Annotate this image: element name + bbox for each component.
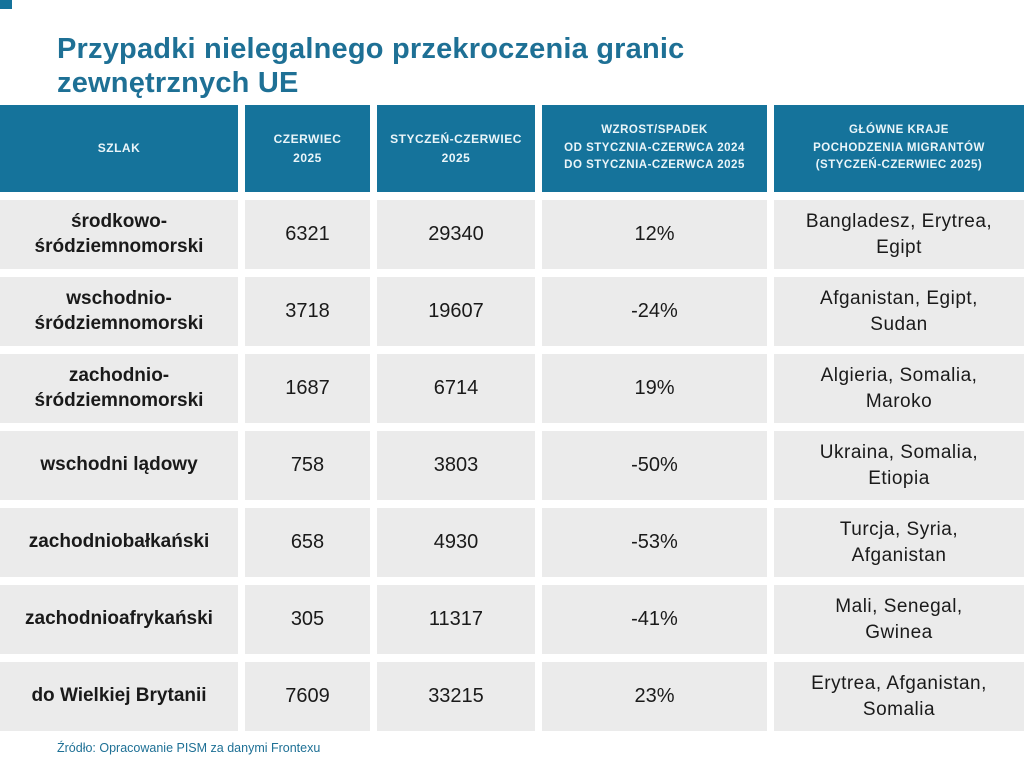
table-row-change-value: -41% bbox=[542, 585, 767, 654]
column-header-change: WZROST/SPADEK OD STYCZNIA-CZERWCA 2024 D… bbox=[542, 105, 767, 192]
table-row-countries: Turcja, Syria, Afganistan bbox=[774, 508, 1024, 577]
border-crossings-table: SZLAK CZERWIEC 2025 STYCZEŃ-CZERWIEC 202… bbox=[0, 105, 1024, 731]
column-header-jan-june-2025: STYCZEŃ-CZERWIEC 2025 bbox=[377, 105, 535, 192]
table-row-june-value: 6321 bbox=[245, 200, 370, 269]
column-header-route: SZLAK bbox=[0, 105, 238, 192]
table-row-change-value: -24% bbox=[542, 277, 767, 346]
table-row-jan-june-value: 29340 bbox=[377, 200, 535, 269]
table-row-june-value: 3718 bbox=[245, 277, 370, 346]
table-row-jan-june-value: 3803 bbox=[377, 431, 535, 500]
table-row-june-value: 305 bbox=[245, 585, 370, 654]
table-row-june-value: 758 bbox=[245, 431, 370, 500]
table-row-countries: Mali, Senegal, Gwinea bbox=[774, 585, 1024, 654]
table-row-jan-june-value: 33215 bbox=[377, 662, 535, 731]
table-row-jan-june-value: 11317 bbox=[377, 585, 535, 654]
column-header-june-2025: CZERWIEC 2025 bbox=[245, 105, 370, 192]
table-row-countries: Afganistan, Egipt, Sudan bbox=[774, 277, 1024, 346]
corner-accent-mark bbox=[0, 0, 12, 9]
table-row-change-value: -50% bbox=[542, 431, 767, 500]
table-row-route-name: zachodniobałkański bbox=[0, 508, 238, 577]
table-row-countries: Erytrea, Afganistan, Somalia bbox=[774, 662, 1024, 731]
table-row-route-name: wschodnio- śródziemnomorski bbox=[0, 277, 238, 346]
table-row-change-value: 12% bbox=[542, 200, 767, 269]
table-row-jan-june-value: 6714 bbox=[377, 354, 535, 423]
table-row-june-value: 1687 bbox=[245, 354, 370, 423]
table-row-change-value: 23% bbox=[542, 662, 767, 731]
table-row-countries: Algieria, Somalia, Maroko bbox=[774, 354, 1024, 423]
column-header-origin-countries: GŁÓWNE KRAJE POCHODZENIA MIGRANTÓW (STYC… bbox=[774, 105, 1024, 192]
table-row-countries: Ukraina, Somalia, Etiopia bbox=[774, 431, 1024, 500]
table-row-route-name: środkowo- śródziemnomorski bbox=[0, 200, 238, 269]
table-row-route-name: wschodni lądowy bbox=[0, 431, 238, 500]
table-row-jan-june-value: 4930 bbox=[377, 508, 535, 577]
table-row-countries: Bangladesz, Erytrea, Egipt bbox=[774, 200, 1024, 269]
table-row-jan-june-value: 19607 bbox=[377, 277, 535, 346]
table-row-route-name: zachodnio- śródziemnomorski bbox=[0, 354, 238, 423]
table-row-route-name: zachodnioafrykański bbox=[0, 585, 238, 654]
table-row-june-value: 7609 bbox=[245, 662, 370, 731]
table-row-june-value: 658 bbox=[245, 508, 370, 577]
source-note: Źródło: Opracowanie PISM za danymi Front… bbox=[57, 741, 321, 755]
table-row-route-name: do Wielkiej Brytanii bbox=[0, 662, 238, 731]
table-row-change-value: -53% bbox=[542, 508, 767, 577]
page-title: Przypadki nielegalnego przekroczenia gra… bbox=[57, 33, 685, 99]
table-row-change-value: 19% bbox=[542, 354, 767, 423]
